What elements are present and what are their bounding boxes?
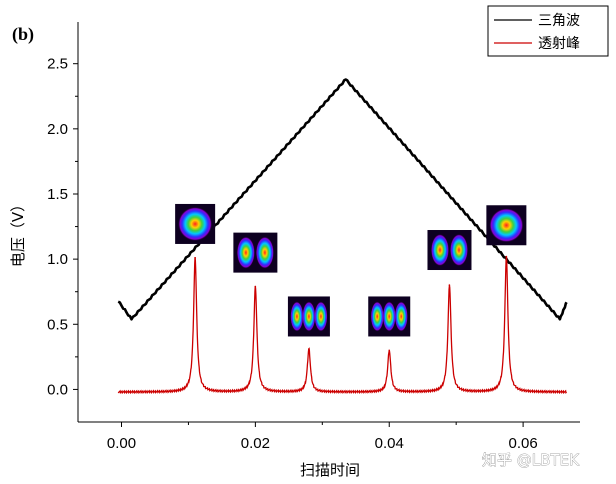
y-tick-label: 1.5 [47,186,68,203]
mode-lobe [430,234,449,267]
mode-image-single [175,203,216,244]
x-axis-title: 扫描时间 [300,461,360,479]
legend-label-triangle: 三角波 [538,13,580,29]
mode-image-single [486,205,527,246]
transmission-peak-line [117,256,568,395]
transmission-peak-point [505,255,508,258]
x-ticks: 0.00 0.02 0.04 0.06 [107,422,538,452]
mode-lobe [314,301,328,332]
mode-lobe [236,236,255,269]
y-tick-label: 1.0 [47,251,68,268]
mode-image-layer [175,203,527,337]
legend-box [487,5,609,57]
transmission-peak-point [308,348,310,350]
transmission-peak-point [254,285,257,288]
transmission-peak-point [448,284,451,286]
watermark: 知乎 @LBTEK [482,451,580,469]
mode-lobe [302,301,316,332]
y-tick-label: 0.0 [47,381,68,398]
mode-image-double [427,230,472,271]
mode-lobe [290,301,304,332]
legend: 三角波 透射峰 [487,5,609,57]
mode-image-triple [287,296,330,337]
mode-image-triple [368,296,411,337]
transmission-peak-point [388,349,391,352]
x-tick-label: 0.04 [375,435,404,452]
mode-lobe [255,236,274,269]
mode-lobe [178,206,213,241]
mode-lobe [394,301,408,332]
x-tick-label: 0.00 [107,435,136,452]
panel-label: (b) [12,24,34,45]
y-tick-label: 2.5 [47,56,68,73]
mode-lobe [370,301,384,332]
triangle-wave-line [117,78,568,321]
y-tick-label: 0.5 [47,316,68,333]
mode-lobe [489,208,524,243]
mode-lobe [382,301,396,332]
x-tick-label: 0.02 [241,435,270,452]
legend-label-transmission: 透射峰 [538,36,580,52]
mode-lobe [449,234,468,267]
transmission-peak-point [194,257,196,259]
y-tick-label: 2.0 [47,121,68,138]
x-tick-label: 0.06 [509,435,538,452]
series-layer [117,78,568,395]
mode-image-double [233,232,278,273]
y-ticks: 0.0 0.5 1.0 1.5 2.0 2.5 [47,56,78,398]
y-axis-title: 电压（V） [9,197,27,267]
plot-frame [77,22,580,423]
